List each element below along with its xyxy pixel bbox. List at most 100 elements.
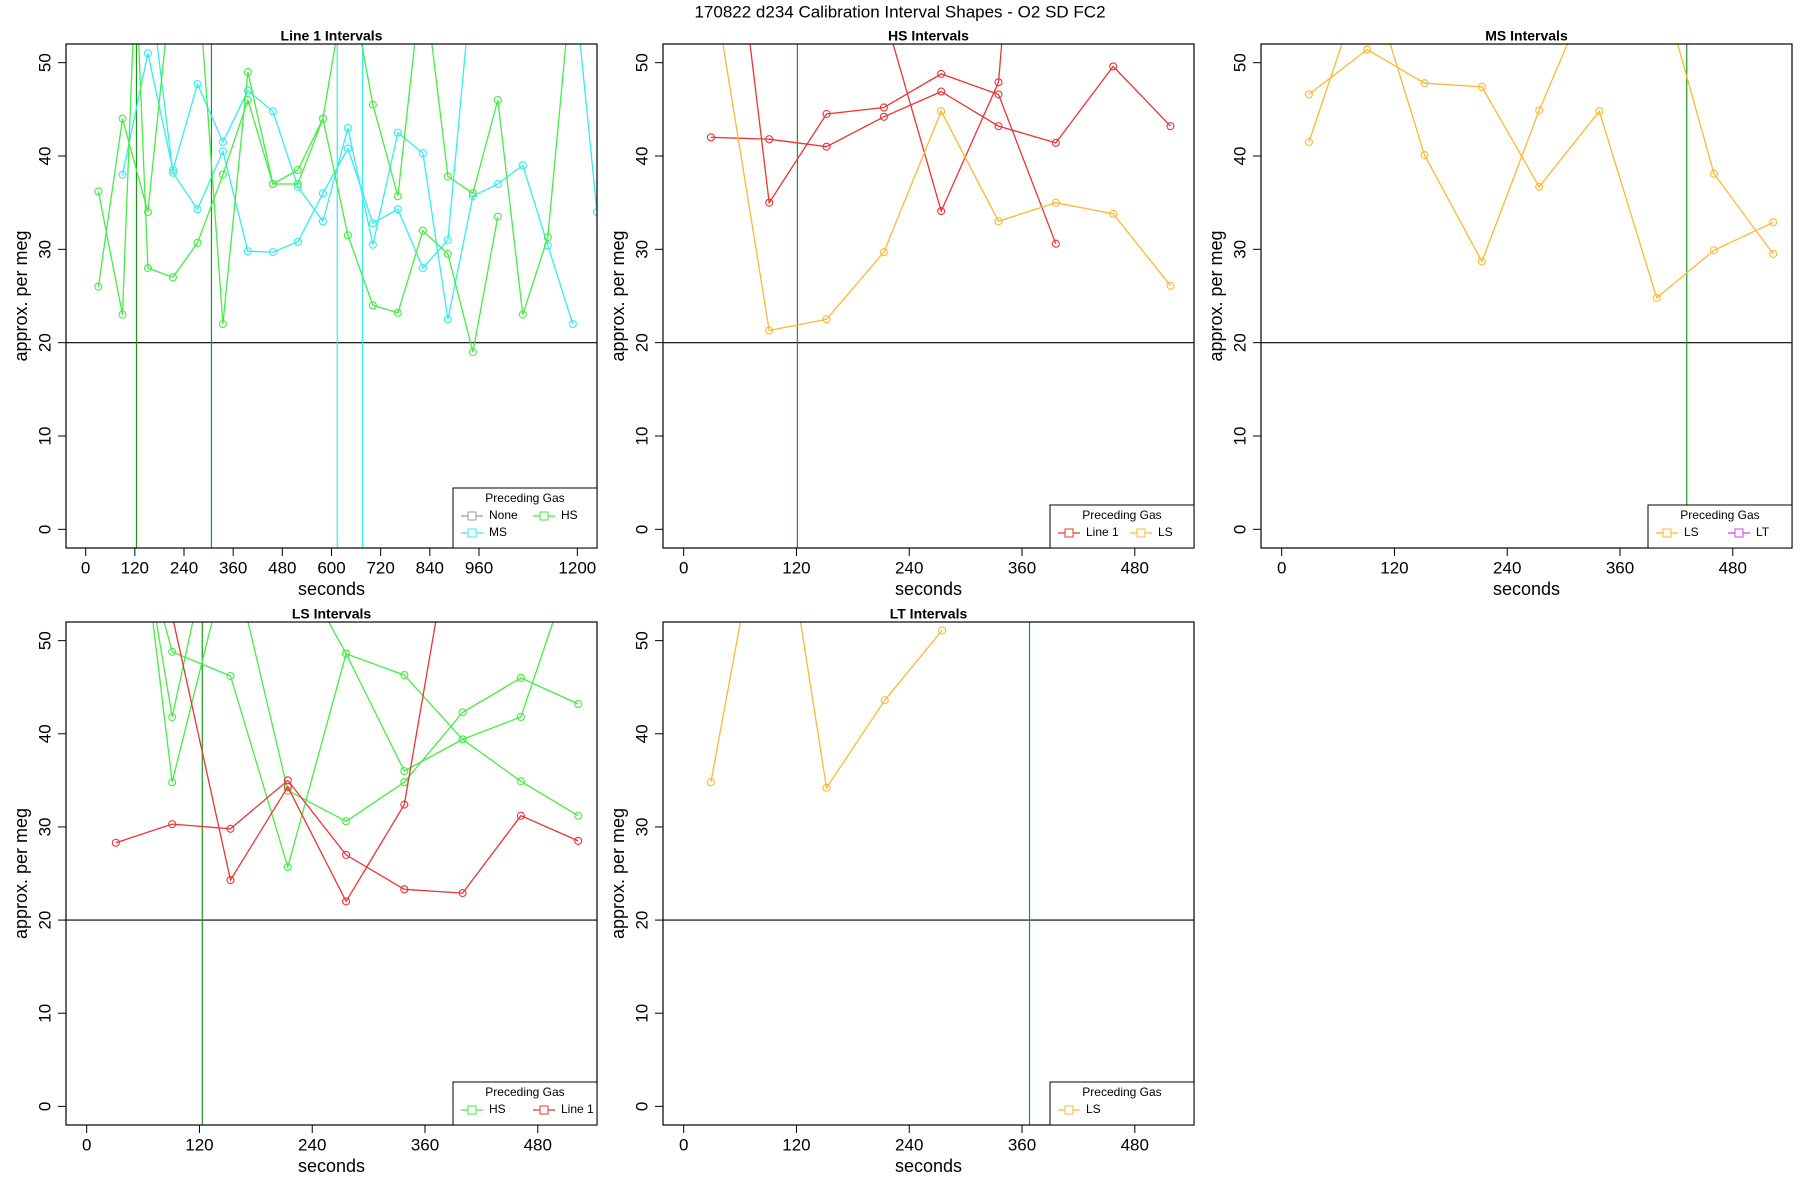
data-point <box>937 69 946 78</box>
panel: HS Intervals 0 10 20 30 40 50 0 120 240 360 480 seco… <box>608 28 1195 599</box>
y-tick-label: 40 <box>35 147 54 166</box>
legend-swatch <box>467 528 477 538</box>
data-point <box>574 699 583 709</box>
data-point <box>706 133 715 142</box>
y-axis-label: approx. per meg <box>608 808 628 939</box>
data-point <box>994 90 1003 99</box>
y-tick-label: 20 <box>1230 333 1249 352</box>
panel-title: HS Intervals <box>888 28 969 44</box>
plot-frame <box>65 43 598 549</box>
panel-title: LS Intervals <box>292 606 372 622</box>
x-tick-label: 360 <box>1008 558 1036 577</box>
y-tick-label: 20 <box>632 911 651 930</box>
panel: MS Intervals 0 10 20 30 40 50 0 120 240 360 480 seco… <box>1206 28 1793 599</box>
data-point <box>218 319 227 329</box>
legend-box <box>452 1081 598 1126</box>
data-point <box>243 247 252 256</box>
data-point <box>342 850 351 859</box>
data-point <box>937 207 946 216</box>
legend-swatch <box>1734 528 1744 538</box>
y-tick-label: 20 <box>35 333 54 352</box>
x-tick-label: 240 <box>170 558 198 577</box>
data-point <box>318 189 327 198</box>
data-point <box>143 207 152 217</box>
data-point <box>342 817 351 826</box>
data-point <box>226 824 235 833</box>
data-point <box>1304 90 1313 99</box>
y-tick-label: 50 <box>632 631 651 650</box>
data-point <box>516 777 525 786</box>
data-point <box>1595 107 1604 116</box>
data-point <box>1420 79 1429 88</box>
data-point <box>937 87 946 96</box>
legend-label: LT <box>1756 525 1770 539</box>
series-line <box>710 622 943 790</box>
data-point <box>268 107 277 116</box>
data-point <box>822 783 831 792</box>
data-point <box>218 147 227 156</box>
series-line <box>121 53 574 325</box>
x-tick-label: 240 <box>895 1135 923 1154</box>
x-tick-label: 360 <box>1008 1135 1036 1154</box>
legend-swatch <box>539 511 549 521</box>
data-point <box>343 231 352 240</box>
data-point <box>822 315 831 324</box>
data-point <box>418 226 427 235</box>
plot-content <box>663 622 1194 1125</box>
legend-label: LS <box>1086 1102 1101 1116</box>
x-tick-label: 360 <box>1606 558 1634 577</box>
legend-title: Preceding Gas <box>485 1085 564 1099</box>
y-tick-label: 0 <box>35 525 54 534</box>
y-tick-label: 0 <box>1230 525 1249 534</box>
data-point <box>1535 106 1544 115</box>
data-point <box>937 107 946 116</box>
data-point <box>543 233 552 242</box>
data-point <box>418 149 427 158</box>
data-point <box>168 820 177 829</box>
y-tick-label: 10 <box>1230 427 1249 446</box>
series-line <box>710 65 1171 148</box>
data-point <box>1477 257 1486 266</box>
plot-content <box>66 622 597 1125</box>
x-axis-label: seconds <box>298 1156 365 1176</box>
y-tick-label: 50 <box>632 53 651 72</box>
data-point <box>193 205 202 214</box>
x-tick-label: 0 <box>679 558 688 577</box>
x-tick-label: 0 <box>82 1135 91 1154</box>
x-tick-label: 120 <box>121 558 149 577</box>
x-tick-label: 480 <box>1719 558 1747 577</box>
data-point <box>568 319 577 329</box>
data-point <box>1709 169 1719 178</box>
data-point <box>443 235 452 245</box>
legend-label: HS <box>561 508 578 522</box>
data-point <box>1769 218 1778 227</box>
y-tick-label: 10 <box>632 1004 651 1023</box>
x-tick-label: 120 <box>1380 558 1408 577</box>
data-point <box>318 114 327 123</box>
y-tick-label: 50 <box>1230 53 1249 72</box>
data-point <box>418 263 427 273</box>
data-point <box>1166 122 1175 131</box>
x-tick-label: 120 <box>782 558 810 577</box>
data-point <box>516 811 525 820</box>
x-axis-label: seconds <box>1493 579 1560 599</box>
data-point <box>193 238 202 247</box>
x-tick-label: 240 <box>895 558 923 577</box>
data-point <box>1363 45 1372 54</box>
data-point <box>518 161 527 170</box>
series-line <box>722 44 1172 332</box>
data-point <box>226 671 235 681</box>
series-line <box>156 44 597 270</box>
legend-title: Preceding Gas <box>1680 508 1759 522</box>
panel: LT Intervals 0 10 20 30 40 50 0 120 240 360 480 seco… <box>608 606 1195 1176</box>
legend-label: HS <box>489 1102 506 1116</box>
y-axis-label: approx. per meg <box>11 808 31 939</box>
data-point <box>168 778 177 787</box>
data-point <box>94 282 103 291</box>
x-tick-label: 600 <box>317 558 345 577</box>
plot-frame <box>1260 43 1793 549</box>
x-tick-label: 120 <box>185 1135 213 1154</box>
data-point <box>1051 198 1060 207</box>
data-point <box>1109 209 1118 218</box>
data-point <box>516 712 525 722</box>
